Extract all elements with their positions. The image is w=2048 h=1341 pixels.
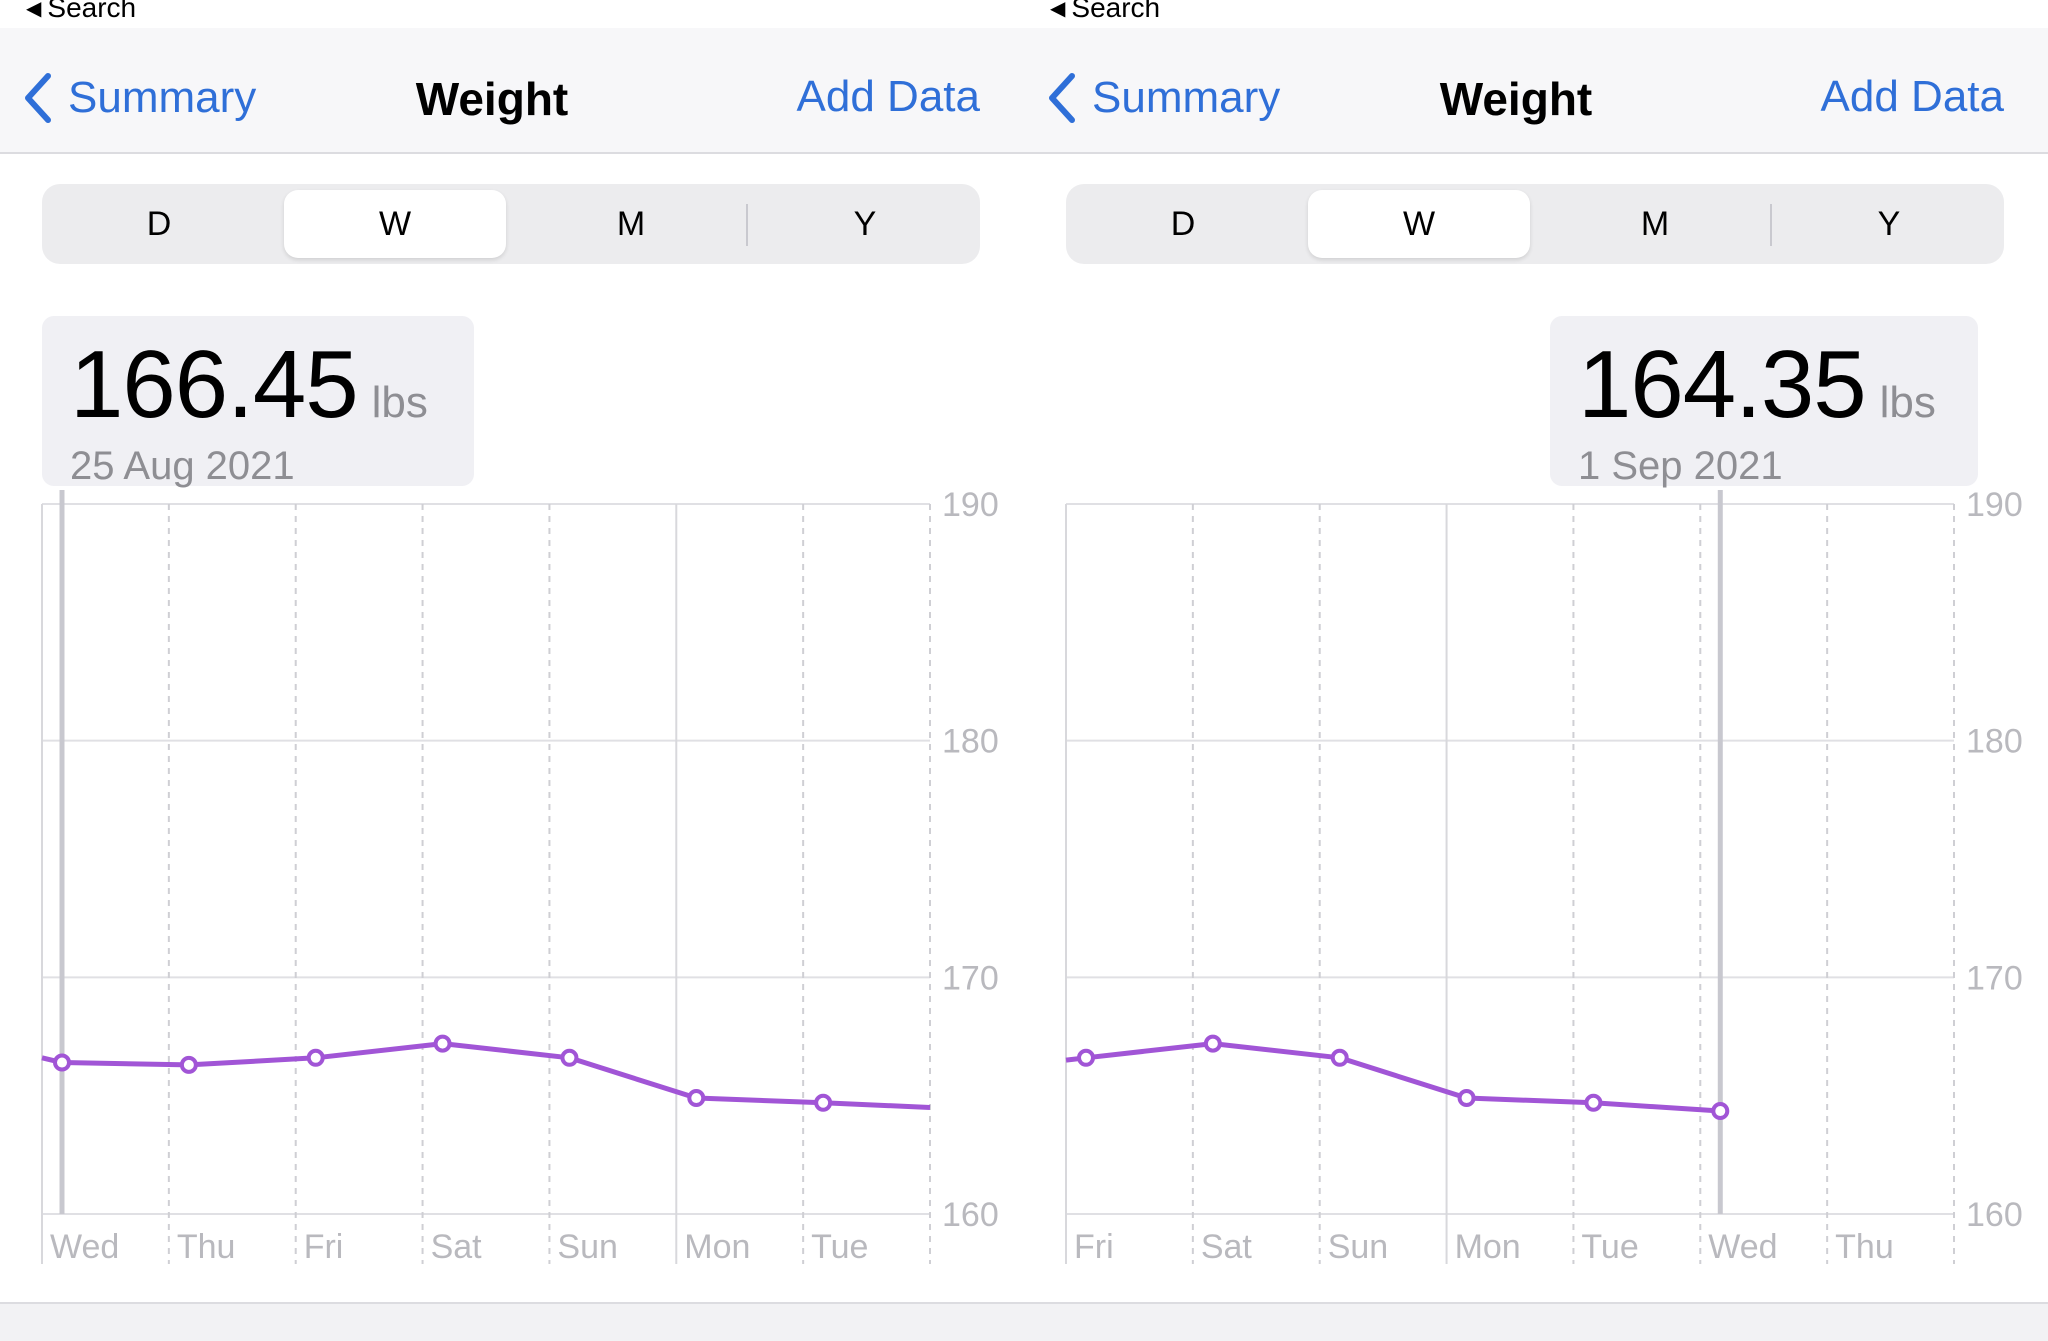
- x-tick-label: Wed: [50, 1228, 119, 1266]
- reading-date: 1 Sep 2021: [1578, 444, 1783, 488]
- weight-series-line: [1065, 1041, 1721, 1114]
- summary-back-label: Summary: [68, 73, 257, 122]
- tab-year[interactable]: Y: [1877, 204, 1901, 243]
- data-point: [1584, 1093, 1603, 1112]
- weight-line-chart[interactable]: 190 180 170 160 Wed Thu Fri Sat Sun Mon Tue: [0, 484, 1024, 1284]
- x-tick-label: Fri: [1074, 1228, 1114, 1266]
- tab-day[interactable]: D: [146, 204, 172, 243]
- data-point: [814, 1093, 833, 1112]
- bottom-bar: [1024, 1302, 2048, 1341]
- back-to-search-label: Search: [1071, 0, 1161, 23]
- segment-divider: [746, 204, 748, 246]
- y-tick-label: 160: [1966, 1196, 2023, 1234]
- y-tick-label: 170: [942, 959, 999, 997]
- data-point: [687, 1089, 706, 1108]
- add-data-button[interactable]: Add Data: [796, 72, 980, 121]
- segment-divider: [1770, 204, 1772, 246]
- page-title: Weight: [415, 73, 569, 125]
- back-to-search-link[interactable]: ◀ Search: [1050, 0, 1160, 24]
- data-point: [306, 1048, 325, 1067]
- time-range-segmented-control: D W M Y: [42, 184, 980, 264]
- y-tick-label: 190: [942, 486, 999, 524]
- tab-day[interactable]: D: [1170, 204, 1196, 243]
- x-tick-label: Thu: [177, 1228, 236, 1266]
- reading-date: 25 Aug 2021: [70, 444, 295, 488]
- weight-value: 166.45: [70, 331, 359, 438]
- x-tick-label: Tue: [1581, 1228, 1638, 1266]
- selected-value-readout: 166.45 lbs 25 Aug 2021: [42, 316, 474, 488]
- back-to-search-link[interactable]: ◀ Search: [26, 0, 136, 24]
- x-tick-label: Mon: [684, 1228, 750, 1266]
- tab-week[interactable]: W: [284, 190, 506, 258]
- data-point: [1203, 1034, 1222, 1053]
- summary-back-label: Summary: [1092, 73, 1281, 122]
- back-to-search-label: Search: [47, 0, 137, 23]
- x-tick-label: Sun: [557, 1228, 618, 1266]
- navigation-bar: Summary Weight Add Data: [0, 28, 1024, 154]
- weight-screen-right: ◀ Search Summary Weight Add Data D W M Y…: [1024, 0, 2048, 1341]
- x-tick-label: Tue: [811, 1228, 868, 1266]
- tab-month[interactable]: M: [1640, 204, 1670, 243]
- weight-value: 164.35: [1578, 331, 1867, 438]
- x-tick-label: Sun: [1328, 1228, 1389, 1266]
- y-tick-label: 190: [1966, 486, 2023, 524]
- x-tick-label: Wed: [1708, 1228, 1777, 1266]
- x-tick-label: Mon: [1455, 1228, 1521, 1266]
- x-tick-label: Sat: [1201, 1228, 1253, 1266]
- x-tick-label: Fri: [304, 1228, 344, 1266]
- chevron-left-icon: [25, 73, 51, 123]
- tab-month[interactable]: M: [616, 204, 646, 243]
- page-title: Weight: [1439, 73, 1593, 125]
- x-tick-label: Sat: [431, 1228, 483, 1266]
- navigation-bar: Summary Weight Add Data: [1024, 28, 2048, 154]
- tab-year[interactable]: Y: [853, 204, 877, 243]
- data-point: [1330, 1048, 1349, 1067]
- data-point: [1077, 1048, 1095, 1067]
- y-tick-label: 160: [942, 1196, 999, 1234]
- weight-unit: lbs: [1879, 378, 1936, 427]
- time-range-segmented-control: D W M Y: [1066, 184, 2004, 264]
- tab-week[interactable]: W: [1308, 190, 1530, 258]
- back-triangle-icon: ◀: [1050, 0, 1066, 20]
- data-point: [53, 1053, 71, 1072]
- selected-value-readout: 164.35 lbs 1 Sep 2021: [1550, 316, 1978, 488]
- data-point: [560, 1048, 579, 1067]
- y-tick-label: 180: [1966, 723, 2023, 761]
- data-point: [433, 1034, 452, 1053]
- data-point: [1457, 1089, 1476, 1108]
- summary-back-button[interactable]: Summary: [1046, 70, 1280, 126]
- weight-line-chart[interactable]: 190 180 170 160 Fri Sat Sun Mon Tue Wed Thu: [1024, 484, 2048, 1284]
- data-point: [179, 1055, 198, 1074]
- chevron-left-icon: [1049, 73, 1075, 123]
- back-triangle-icon: ◀: [26, 0, 42, 20]
- weight-unit: lbs: [371, 378, 428, 427]
- y-tick-label: 180: [942, 723, 999, 761]
- summary-back-button[interactable]: Summary: [22, 70, 256, 126]
- data-point: [1711, 1102, 1730, 1121]
- status-bar: ◀ Search: [1024, 0, 2048, 28]
- bottom-bar: [0, 1302, 1024, 1341]
- weight-series-line: [41, 1041, 931, 1110]
- status-bar: ◀ Search: [0, 0, 1024, 28]
- x-tick-label: Thu: [1835, 1228, 1894, 1266]
- weight-screen-left: ◀ Search Summary Weight Add Data D W M Y…: [0, 0, 1024, 1341]
- y-tick-label: 170: [1966, 959, 2023, 997]
- add-data-button[interactable]: Add Data: [1820, 72, 2004, 121]
